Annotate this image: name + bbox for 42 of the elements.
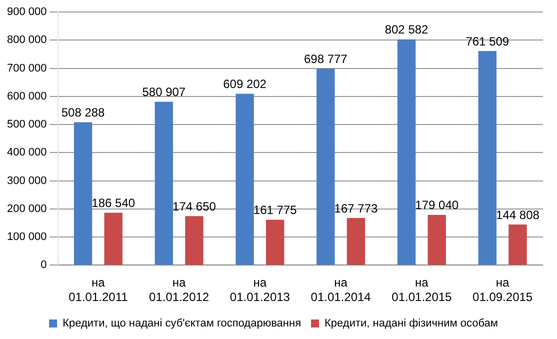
- bar: [316, 68, 335, 265]
- bar: [185, 216, 204, 265]
- bar: [236, 94, 254, 265]
- bar: [428, 214, 446, 265]
- data-label: 179 040: [415, 198, 459, 212]
- bar: [478, 50, 496, 265]
- bar: [508, 224, 527, 265]
- y-tick-label: 0: [40, 259, 47, 272]
- y-tick-label: 500 000: [6, 118, 47, 131]
- y-tick-label: 900 000: [6, 6, 47, 18]
- data-label: 161 775: [253, 203, 298, 217]
- y-tick-label: 800 000: [6, 34, 47, 46]
- y-tick-label: 400 000: [6, 146, 47, 159]
- y-tick-label: 200 000: [6, 202, 47, 215]
- data-label: 761 509: [466, 34, 510, 48]
- data-label: 580 907: [142, 85, 186, 100]
- x-tick-label: на 01.01.2011: [68, 276, 128, 304]
- y-tick-label: 100 000: [6, 231, 47, 244]
- legend-label: Кредити, що надані суб'єктам господарювання: [62, 318, 302, 330]
- bar: [154, 102, 174, 265]
- x-tick-label: на 01.01.2014: [310, 276, 372, 304]
- data-label: 167 773: [334, 201, 378, 216]
- y-tick-label: 300 000: [6, 174, 47, 187]
- x-tick-label: на 01.09.2015: [472, 276, 533, 304]
- data-label: 508 288: [61, 106, 106, 120]
- data-label: 186 540: [92, 196, 136, 210]
- x-tick-label: на 01.01.2015: [392, 276, 452, 304]
- data-label: 609 202: [223, 77, 267, 92]
- y-tick-label: 600 000: [6, 90, 47, 102]
- x-tick-label: на 01.01.2013: [230, 276, 290, 304]
- data-label: 698 777: [304, 52, 348, 66]
- y-tick-label: 700 000: [6, 62, 47, 74]
- x-tick-label: на 01.01.2012: [149, 276, 210, 304]
- bar: [346, 218, 366, 265]
- data-label: 802 582: [384, 22, 429, 37]
- bar: [104, 212, 122, 265]
- data-label: 144 808: [496, 208, 540, 222]
- data-label: 174 650: [172, 199, 216, 214]
- bar: [266, 220, 284, 265]
- bar: [74, 122, 92, 265]
- bar: [397, 39, 416, 265]
- legend-label: Кредити, надані фізичним особам: [324, 318, 498, 330]
